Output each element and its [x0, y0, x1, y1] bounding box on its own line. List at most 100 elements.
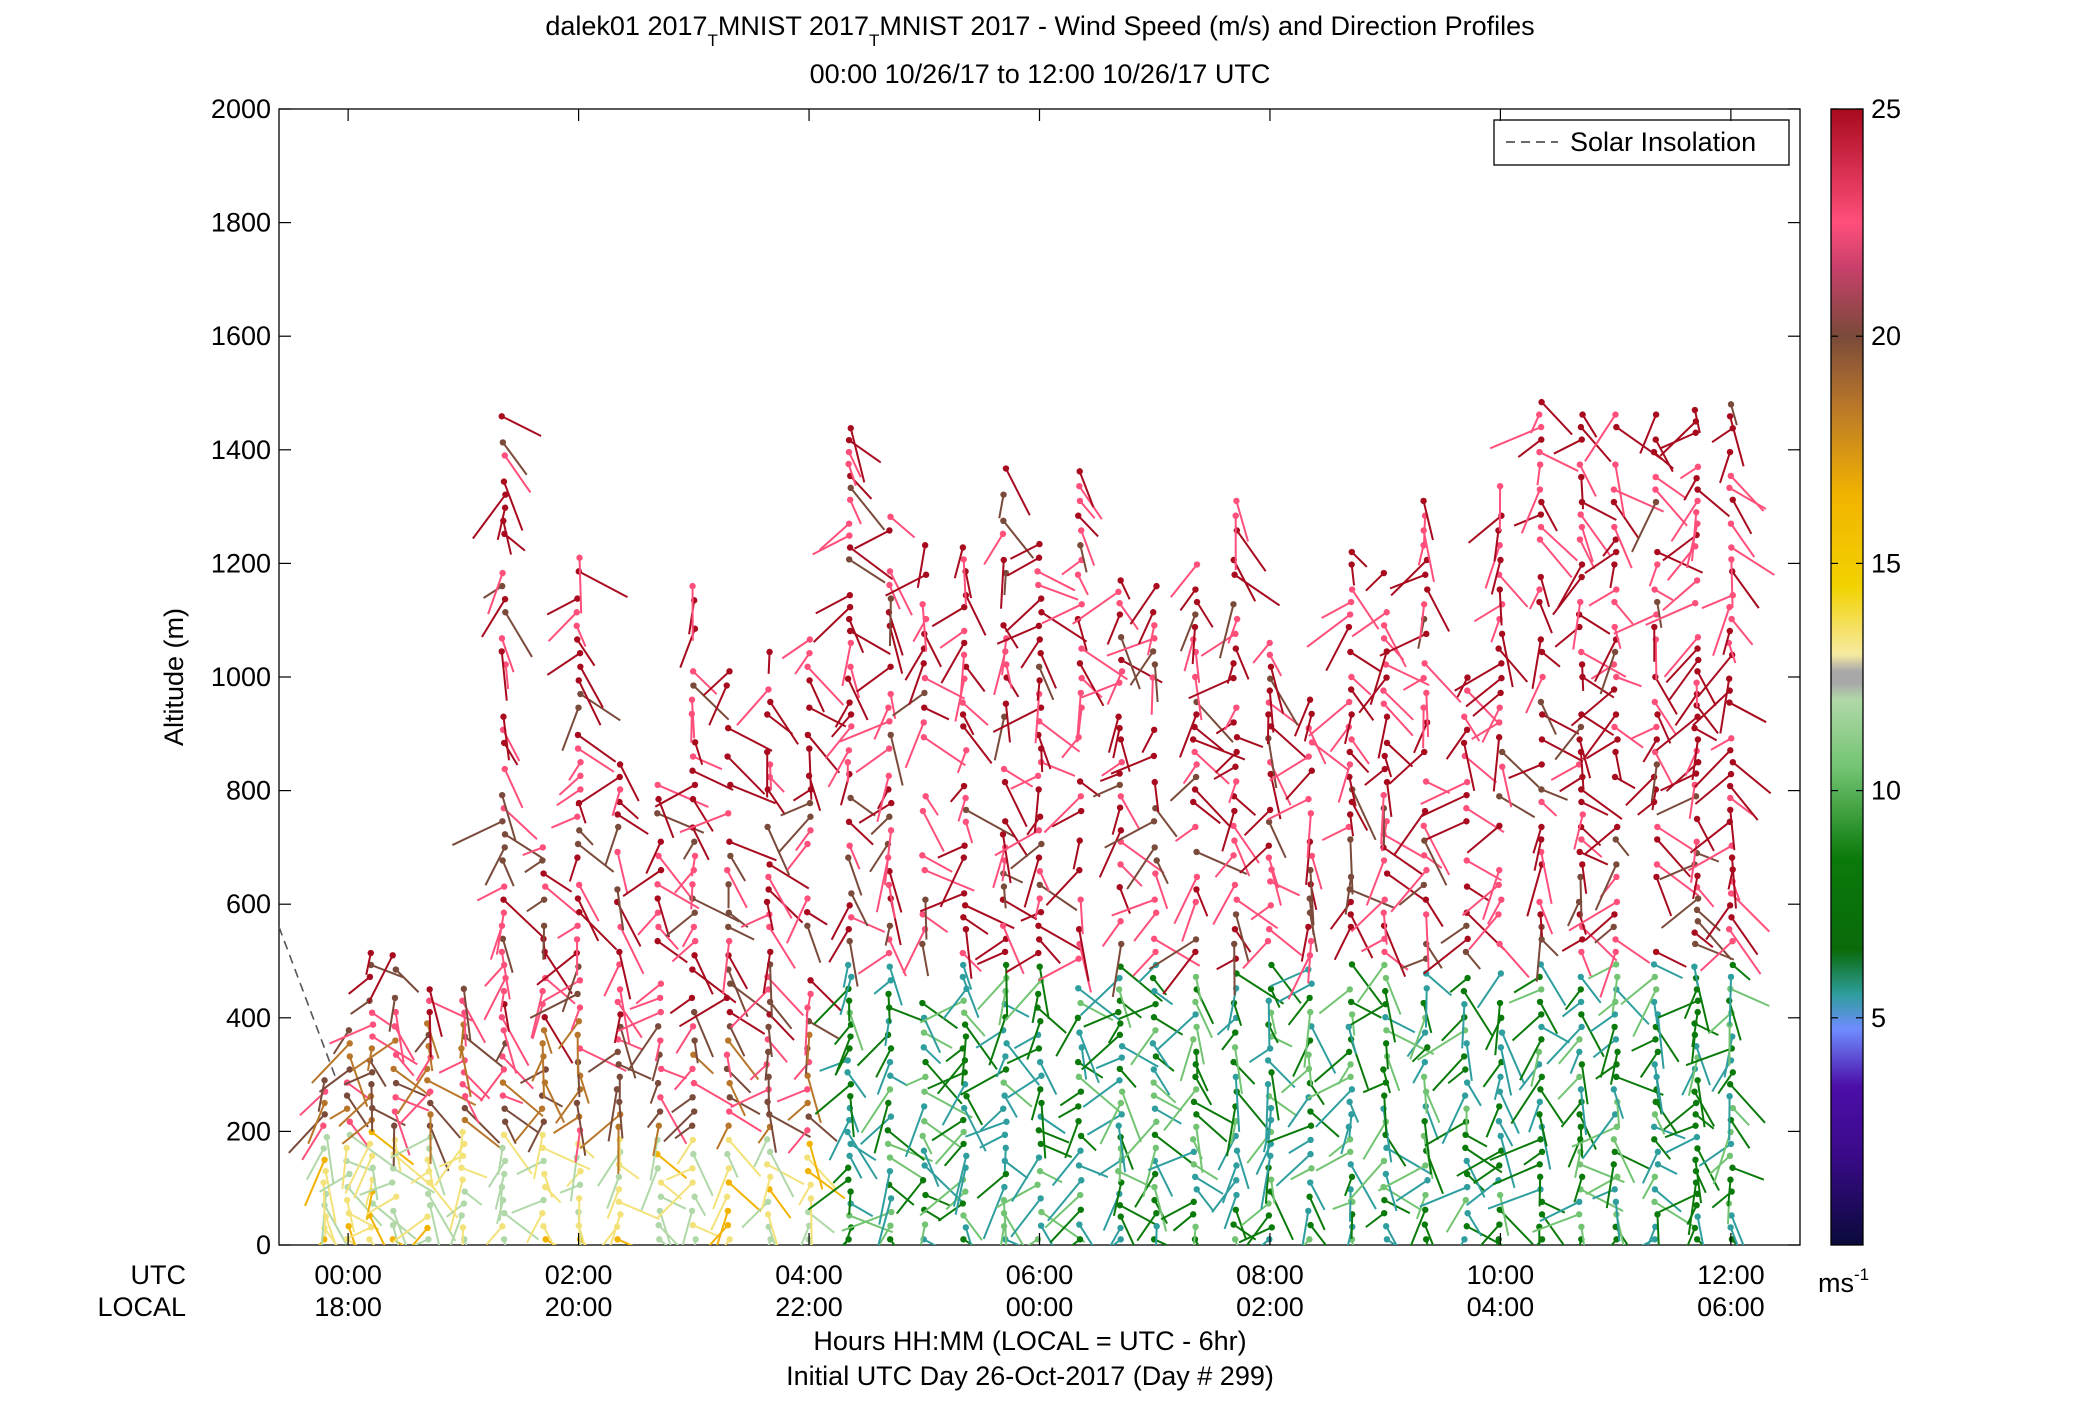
wind-barb-point: [1460, 1053, 1468, 1060]
wind-barb-point: [1305, 753, 1312, 760]
wind-barb-stem: [657, 1224, 679, 1245]
wind-barb-point: [1382, 1040, 1390, 1047]
wind-barb-stem: [1398, 884, 1425, 906]
wind-barb-point: [691, 1037, 698, 1044]
wind-barb-stem: [1540, 701, 1557, 735]
wind-barb-stem: [1578, 739, 1592, 779]
wind-barb-point: [1308, 980, 1315, 987]
wind-barb-stem: [889, 570, 913, 616]
wind-barb-point: [391, 1122, 398, 1129]
wind-barb-stem: [934, 1131, 965, 1165]
wind-barb-point: [1078, 1177, 1085, 1184]
wind-barb-point: [848, 723, 855, 730]
wind-barb-stem: [304, 1159, 326, 1207]
wind-barb-point: [764, 1211, 772, 1218]
wind-barb-stem: [1344, 714, 1353, 745]
wind-barb-stem: [1080, 530, 1096, 566]
wind-barb-stem: [1492, 737, 1501, 792]
wind-barb-point: [886, 527, 893, 534]
wind-barb-stem: [529, 993, 578, 1019]
wind-barb-stem: [1239, 844, 1270, 874]
wind-barb-stem: [1002, 886, 1007, 909]
wind-barb-stem: [904, 1106, 926, 1158]
wind-barb-point: [1268, 961, 1275, 969]
wind-barb-stem: [764, 1051, 770, 1081]
wind-barb-point: [886, 568, 894, 575]
wind-barb-stem: [1349, 1163, 1377, 1210]
wind-barb-stem: [1267, 1000, 1271, 1051]
wind-barb-stem: [1386, 1238, 1397, 1245]
wind-barb-point: [1076, 660, 1084, 667]
wind-barb-stem: [1654, 588, 1674, 601]
wind-barb-stem: [1307, 1054, 1313, 1086]
wind-barb-point: [576, 649, 584, 657]
wind-barb-point: [1651, 1111, 1659, 1118]
wind-barb-stem: [543, 1173, 554, 1198]
wind-barb-stem: [850, 1202, 874, 1218]
wind-barb-point: [1075, 1103, 1082, 1110]
wind-barb-stem: [1730, 546, 1775, 576]
wind-barb-point: [1233, 778, 1240, 785]
wind-barb-point: [1116, 599, 1123, 607]
wind-barb-point: [1577, 1123, 1585, 1131]
wind-barb-stem: [848, 1155, 863, 1179]
wind-barb-stem: [1727, 642, 1737, 664]
wind-barb-point: [1116, 1065, 1124, 1073]
wind-barb-stem: [1539, 1088, 1564, 1124]
wind-barb-stem: [740, 913, 770, 929]
wind-barb-stem: [503, 1004, 510, 1032]
wind-barb-point: [1538, 786, 1545, 793]
wind-barb-stem: [1040, 1102, 1047, 1159]
wind-barb-stem: [847, 678, 869, 721]
wind-barb-point: [724, 1207, 732, 1215]
wind-barb-stem: [1422, 530, 1435, 583]
wind-barb-point: [424, 1224, 431, 1232]
wind-barb-stem: [1154, 873, 1169, 910]
wind-barb-point: [1654, 1048, 1662, 1056]
wind-barb-point: [655, 1221, 662, 1229]
wind-barb-point: [726, 838, 733, 845]
wind-barb-stem: [1389, 573, 1426, 590]
wind-barb-point: [1725, 925, 1733, 933]
wind-barb-stem: [1656, 863, 1700, 897]
wind-barb-point: [1691, 940, 1699, 948]
wind-barb-point: [1538, 648, 1546, 656]
wind-barb-stem: [1461, 1004, 1466, 1049]
wind-barb-stem: [1693, 409, 1701, 434]
wind-barb-stem: [848, 821, 874, 846]
wind-barb-stem: [604, 826, 620, 866]
wind-barb-stem: [1351, 588, 1380, 630]
wind-barb-point: [655, 795, 662, 803]
wind-barb-point: [500, 713, 507, 720]
wind-barb-point: [689, 1221, 697, 1229]
wind-barb-stem: [964, 821, 974, 844]
wind-barb-point: [1264, 1081, 1272, 1088]
wind-barb-point: [427, 1111, 434, 1118]
wind-barb-stem: [1191, 626, 1196, 665]
wind-barb-point: [425, 1236, 432, 1243]
wind-barb-stem: [923, 1208, 942, 1221]
wind-barb-stem: [1574, 1151, 1582, 1178]
wind-barb-stem: [1246, 1214, 1270, 1245]
wind-barb-stem: [412, 1238, 429, 1245]
wind-barb-point: [320, 1145, 327, 1152]
wind-barb-point: [726, 668, 733, 675]
wind-barb-point: [765, 1023, 772, 1031]
wind-barb-stem: [1308, 701, 1350, 737]
wind-barb-point: [1038, 1072, 1045, 1079]
wind-barb-stem: [1111, 807, 1122, 835]
wind-barb-stem: [1026, 1020, 1042, 1060]
wind-barb-stem: [463, 1238, 468, 1245]
wind-barb-stem: [1383, 833, 1423, 858]
wind-barb-point: [1192, 1073, 1199, 1081]
wind-barb-point: [1193, 886, 1200, 893]
wind-barb-stem: [1193, 726, 1225, 752]
wind-barb-stem: [729, 1096, 761, 1115]
wind-barb-point: [1728, 735, 1735, 742]
wind-barb-stem: [693, 1082, 736, 1108]
wind-barb-stem: [542, 979, 581, 1002]
wind-barb-point: [847, 1188, 854, 1195]
wind-barb-point: [804, 922, 811, 929]
wind-barb-point: [1653, 761, 1661, 768]
wind-barb-point: [1036, 881, 1043, 889]
